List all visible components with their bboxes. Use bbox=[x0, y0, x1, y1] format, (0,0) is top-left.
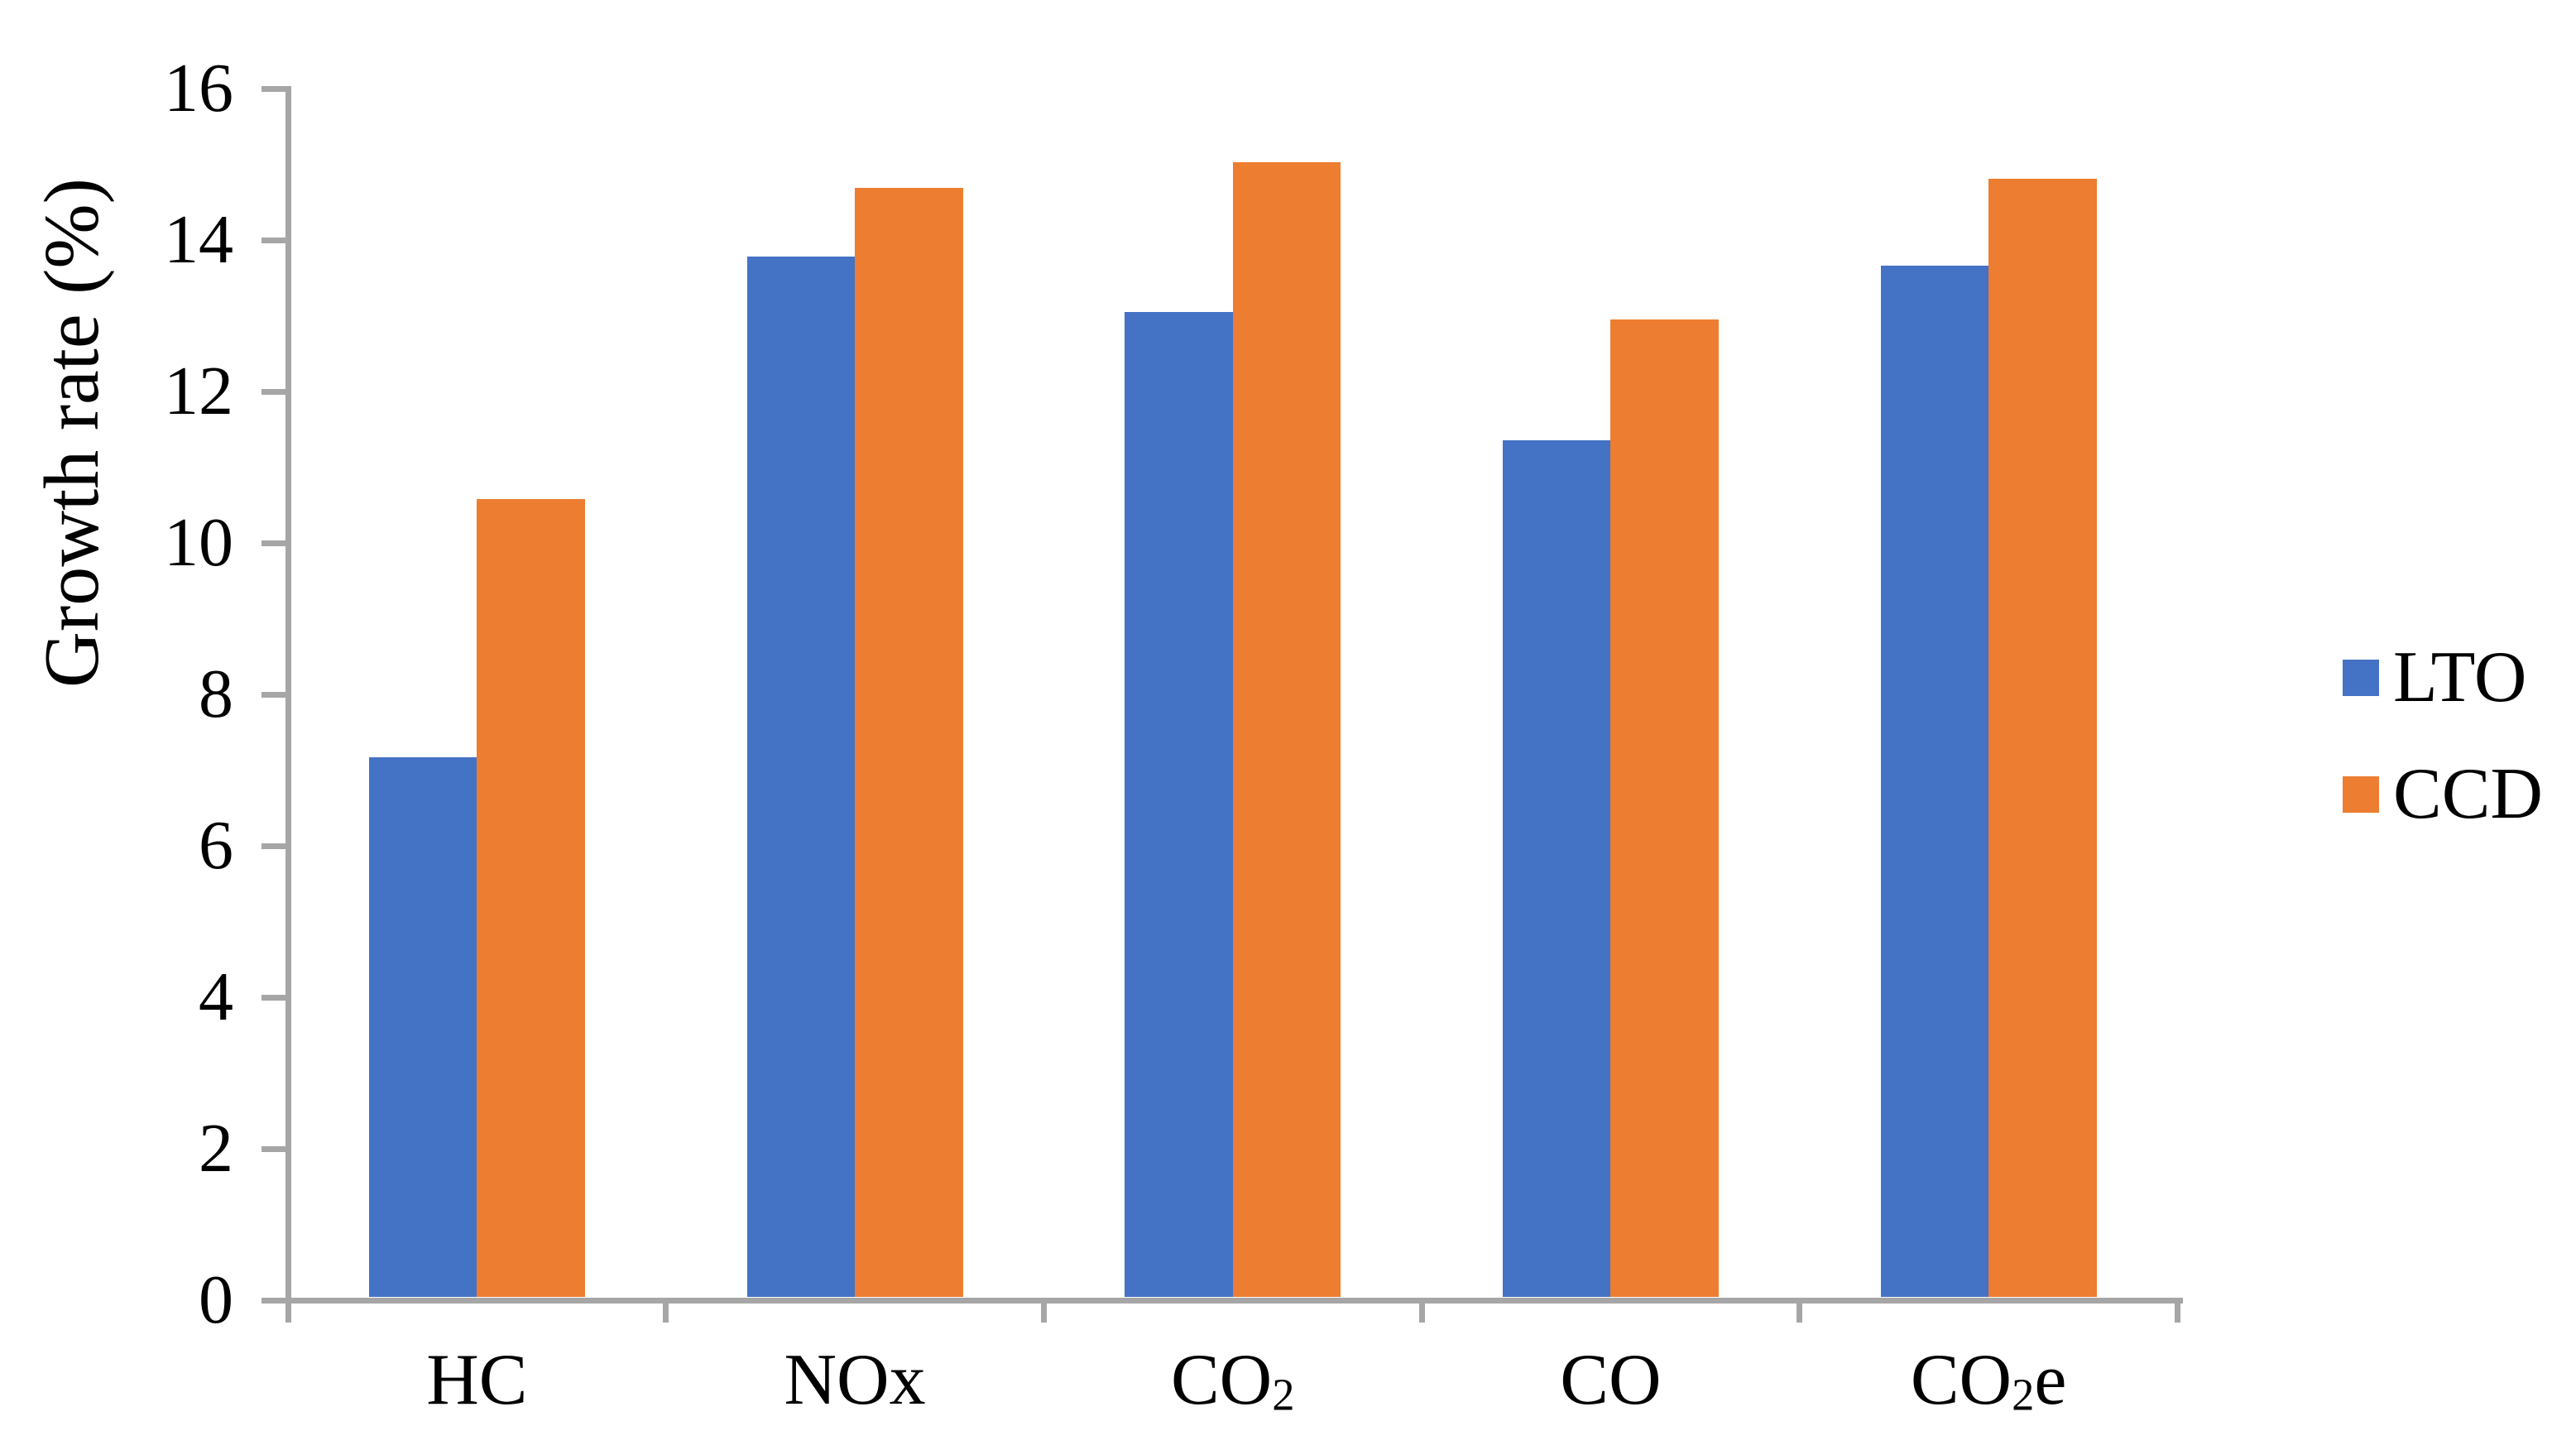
bar-ccd-4 bbox=[1610, 319, 1719, 1298]
y-axis-tick bbox=[261, 1145, 285, 1152]
category-label: CO bbox=[1560, 1340, 1662, 1420]
y-axis-tick-label: 6 bbox=[199, 807, 233, 884]
legend-swatch-ccd bbox=[2343, 776, 2379, 813]
x-axis-tick bbox=[1040, 1300, 1047, 1323]
y-axis-tick bbox=[261, 85, 285, 92]
y-axis-tick-label: 0 bbox=[199, 1261, 233, 1338]
y-axis-tick-label: 8 bbox=[199, 655, 233, 732]
bar-ccd-5 bbox=[1988, 178, 2097, 1298]
x-axis-tick bbox=[1418, 1300, 1425, 1323]
bar-lto-1 bbox=[368, 756, 477, 1298]
y-axis-line bbox=[285, 85, 291, 1304]
x-axis-tick bbox=[285, 1300, 291, 1323]
y-axis-tick bbox=[261, 691, 285, 698]
category-label: CO2 bbox=[1170, 1340, 1295, 1420]
x-axis-line bbox=[285, 1297, 2183, 1304]
bar-lto-2 bbox=[746, 257, 856, 1298]
y-axis-tick bbox=[261, 237, 285, 243]
y-axis-tick bbox=[261, 843, 285, 849]
bar-ccd-2 bbox=[855, 187, 963, 1298]
legend-swatch-lto bbox=[2343, 660, 2379, 696]
y-axis-tick bbox=[261, 540, 285, 546]
bar-lto-5 bbox=[1880, 266, 1989, 1298]
subscript-2: 2 bbox=[1272, 1369, 1295, 1420]
category-label: HC bbox=[426, 1340, 528, 1420]
subscript-2: 2 bbox=[2012, 1369, 2035, 1420]
x-axis-tick bbox=[663, 1300, 669, 1323]
bar-lto-4 bbox=[1502, 440, 1611, 1298]
y-axis-tick bbox=[261, 388, 285, 395]
x-axis-tick bbox=[1796, 1300, 1803, 1323]
legend-label-lto: LTO bbox=[2393, 637, 2527, 718]
y-axis-tick-label: 4 bbox=[199, 958, 233, 1035]
y-axis-tick-label: 10 bbox=[164, 504, 233, 581]
category-label: CO2e bbox=[1910, 1340, 2067, 1420]
y-axis-tick bbox=[261, 1297, 285, 1304]
y-axis-tick bbox=[261, 994, 285, 1001]
y-axis-tick-label: 2 bbox=[199, 1110, 233, 1187]
category-label: NOx bbox=[784, 1340, 926, 1420]
bar-lto-3 bbox=[1125, 311, 1233, 1298]
y-axis-tick-label: 16 bbox=[164, 50, 233, 127]
y-axis-tick-label: 12 bbox=[164, 353, 233, 430]
bar-ccd-3 bbox=[1232, 161, 1341, 1298]
y-axis-tick-label: 14 bbox=[164, 201, 233, 278]
x-axis-tick bbox=[2175, 1300, 2180, 1323]
legend-label-ccd: CCD bbox=[2393, 754, 2543, 834]
bar-ccd-1 bbox=[477, 498, 585, 1298]
